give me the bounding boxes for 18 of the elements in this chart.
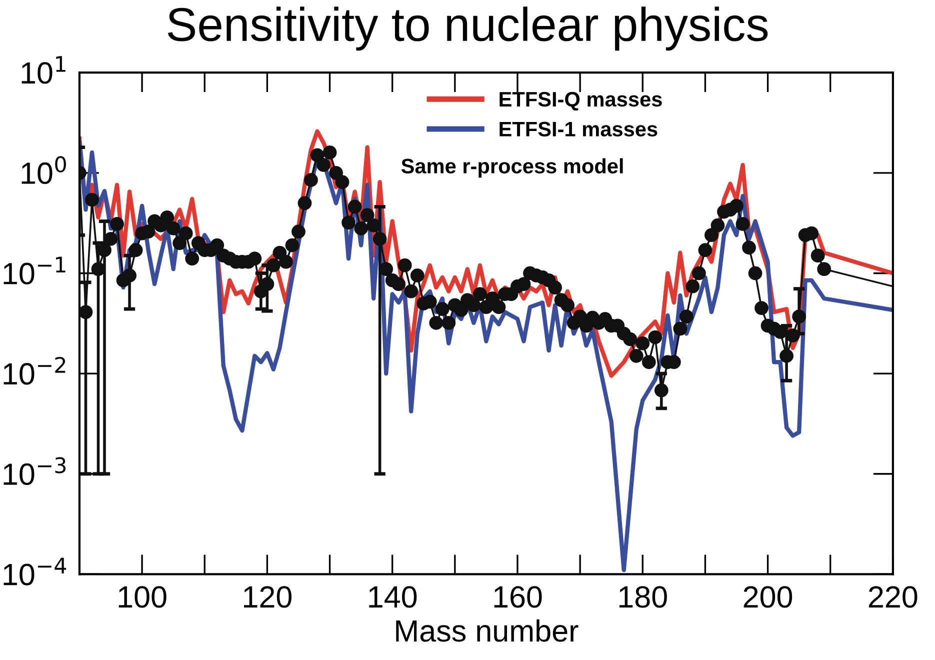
- legend-label: ETFSI-1 masses: [500, 122, 658, 136]
- x-tick-label: 120: [244, 586, 292, 608]
- y-tick-label: 10$^{1}$: [22, 56, 66, 84]
- x-tick-label: 140: [369, 586, 417, 608]
- y-tick-label: 10$^{−1}$: [4, 256, 66, 284]
- chart-title: Sensitivity to nuclear physics: [168, 6, 768, 51]
- x-axis-title: Mass number: [396, 619, 578, 642]
- x-tick-label: 200: [744, 586, 792, 608]
- y-tick-label: 10$^{−2}$: [4, 356, 66, 385]
- y-tick-label: 10$^{−4}$: [4, 558, 66, 586]
- x-tick-label: 220: [868, 586, 918, 608]
- annotation: Same r-process model: [401, 158, 623, 178]
- y-tick-label: 10$^{−3}$: [4, 457, 66, 486]
- x-tick-label: 160: [494, 586, 542, 608]
- x-tick-label: 100: [118, 586, 166, 608]
- x-tick-label: 180: [619, 586, 667, 608]
- legend-label: ETFSI-Q masses: [500, 92, 662, 111]
- y-tick-label: 10$^{0}$: [22, 156, 66, 184]
